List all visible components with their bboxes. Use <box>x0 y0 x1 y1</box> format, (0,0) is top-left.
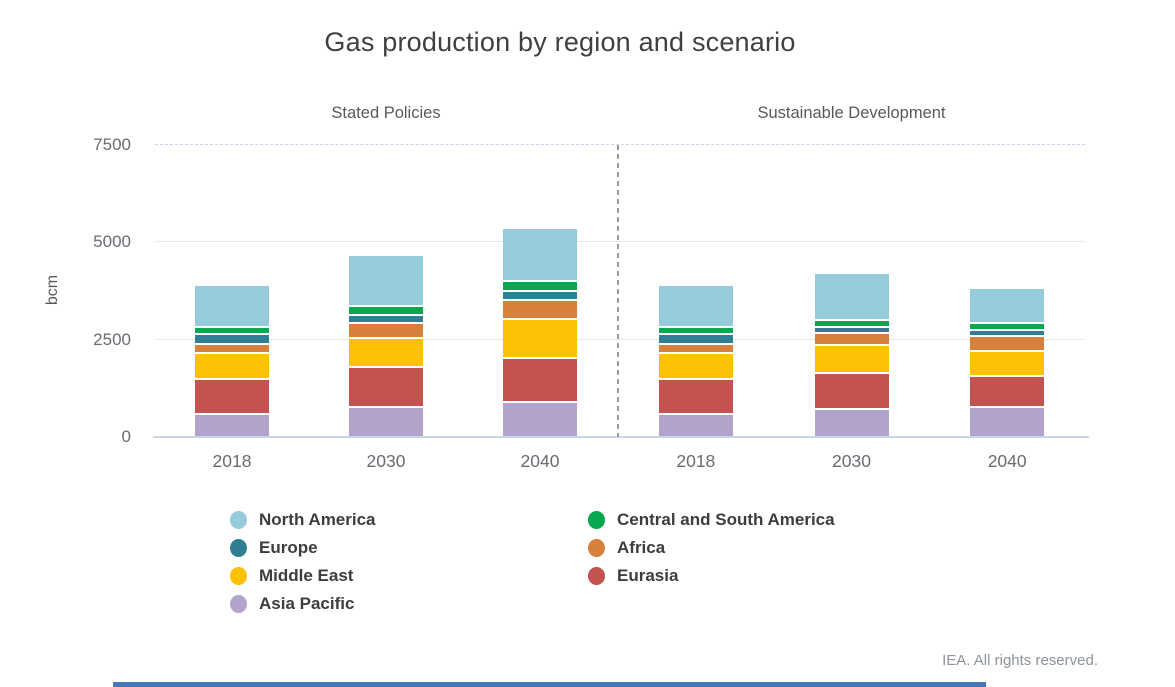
y-tick-label: 0 <box>121 427 131 446</box>
bar-segment-north-america[interactable] <box>195 285 269 328</box>
legend-label: Central and South America <box>617 510 835 529</box>
bar-segment-central-and-south-america[interactable] <box>349 307 423 316</box>
bar-segment-asia-pacific[interactable] <box>195 415 269 437</box>
bar-segment-europe[interactable] <box>814 327 889 334</box>
bar-segment-north-america[interactable] <box>503 229 577 282</box>
bar-segment-europe[interactable] <box>503 292 577 301</box>
legend-marker-icon <box>588 511 605 529</box>
bar-segment-africa[interactable] <box>195 344 269 355</box>
bar-segment-eurasia[interactable] <box>814 374 889 410</box>
x-tick-label-2040: 2040 <box>520 451 560 471</box>
legend-label: Middle East <box>259 566 354 585</box>
legend-label: Eurasia <box>617 566 679 585</box>
bar-segment-africa[interactable] <box>349 323 423 339</box>
legend-marker-icon <box>588 539 605 557</box>
legend-item-asia-pacific[interactable]: Asia Pacific <box>230 592 354 616</box>
bar-segment-africa[interactable] <box>814 333 889 347</box>
legend-label: Asia Pacific <box>259 594 355 613</box>
legend-item-eurasia[interactable]: Eurasia <box>588 564 678 588</box>
bar-segment-africa[interactable] <box>970 337 1045 352</box>
chart-title: Gas production by region and scenario <box>324 27 796 57</box>
gridline-7500 <box>155 144 1085 145</box>
bar-segment-europe[interactable] <box>349 315 423 324</box>
x-axis-line <box>153 436 1089 438</box>
bar-segment-central-and-south-america[interactable] <box>814 320 889 328</box>
bar-sustainable-development-2018 <box>658 285 733 437</box>
bar-segment-europe[interactable] <box>970 331 1045 338</box>
bar-segment-africa[interactable] <box>503 300 577 320</box>
footer-credit: IEA. All rights reserved. <box>942 652 1098 669</box>
panel-label-sustainable-development: Sustainable Development <box>757 104 946 122</box>
bar-segment-eurasia[interactable] <box>503 358 577 404</box>
x-tick-label-2018: 2018 <box>676 451 716 471</box>
bar-segment-middle-east[interactable] <box>658 354 733 380</box>
panel-label-stated-policies: Stated Policies <box>331 104 441 122</box>
legend-item-europe[interactable]: Europe <box>230 536 318 560</box>
x-tick-label-2018: 2018 <box>212 451 252 471</box>
bar-segment-north-america[interactable] <box>349 255 423 308</box>
bar-segment-asia-pacific[interactable] <box>814 409 889 437</box>
bar-segment-eurasia[interactable] <box>658 379 733 416</box>
x-tick-label-2040: 2040 <box>987 451 1027 471</box>
legend-marker-icon <box>230 595 247 613</box>
y-axis-title: bcm <box>44 274 61 306</box>
bar-segment-asia-pacific[interactable] <box>503 403 577 437</box>
legend-label: Africa <box>617 538 666 557</box>
bar-segment-eurasia[interactable] <box>349 368 423 408</box>
y-tick-label: 2500 <box>93 329 131 349</box>
bar-segment-north-america[interactable] <box>970 289 1045 324</box>
bar-segment-central-and-south-america[interactable] <box>195 327 269 335</box>
bar-segment-north-america[interactable] <box>814 273 889 321</box>
panel-separator-dashed-line <box>617 145 619 437</box>
y-tick-label: 5000 <box>93 232 131 252</box>
legend-marker-icon <box>230 539 247 557</box>
bar-segment-africa[interactable] <box>658 344 733 355</box>
gridline-5000 <box>155 241 1085 243</box>
x-tick-label-2030: 2030 <box>832 451 871 471</box>
legend-label: Europe <box>259 538 318 557</box>
legend-item-north-america[interactable]: North America <box>230 508 376 532</box>
bar-segment-central-and-south-america[interactable] <box>658 327 733 335</box>
bar-stated-policies-2040 <box>503 229 577 437</box>
bar-segment-europe[interactable] <box>195 334 269 345</box>
bar-segment-middle-east[interactable] <box>970 351 1045 378</box>
bar-segment-asia-pacific[interactable] <box>658 415 733 437</box>
bar-segment-europe[interactable] <box>658 334 733 345</box>
bar-stated-policies-2018 <box>195 285 269 437</box>
bar-segment-central-and-south-america[interactable] <box>503 281 577 293</box>
x-tick-label-2030: 2030 <box>366 451 406 471</box>
bar-segment-eurasia[interactable] <box>970 377 1045 409</box>
bar-sustainable-development-2040 <box>970 289 1045 437</box>
bottom-page-edge-bar <box>113 682 986 687</box>
legend-marker-icon <box>230 511 247 529</box>
bar-segment-asia-pacific[interactable] <box>970 408 1045 437</box>
bar-segment-north-america[interactable] <box>658 285 733 328</box>
bar-segment-eurasia[interactable] <box>195 379 269 416</box>
bar-segment-middle-east[interactable] <box>503 319 577 359</box>
bar-segment-middle-east[interactable] <box>814 346 889 375</box>
legend-label: North America <box>259 510 376 529</box>
legend-item-middle-east[interactable]: Middle East <box>230 564 353 588</box>
bar-sustainable-development-2030 <box>814 273 889 437</box>
bar-segment-central-and-south-america[interactable] <box>970 323 1045 332</box>
legend-marker-icon <box>588 567 605 585</box>
bar-segment-middle-east[interactable] <box>195 354 269 380</box>
gridline-2500 <box>155 338 1085 340</box>
legend-marker-icon <box>230 567 247 585</box>
y-tick-label: 7500 <box>93 135 131 154</box>
bar-segment-asia-pacific[interactable] <box>349 407 423 437</box>
legend-item-central-and-south-america[interactable]: Central and South America <box>588 508 835 532</box>
legend-item-africa[interactable]: Africa <box>588 536 665 560</box>
bar-segment-middle-east[interactable] <box>349 338 423 369</box>
bar-stated-policies-2030 <box>349 255 423 437</box>
